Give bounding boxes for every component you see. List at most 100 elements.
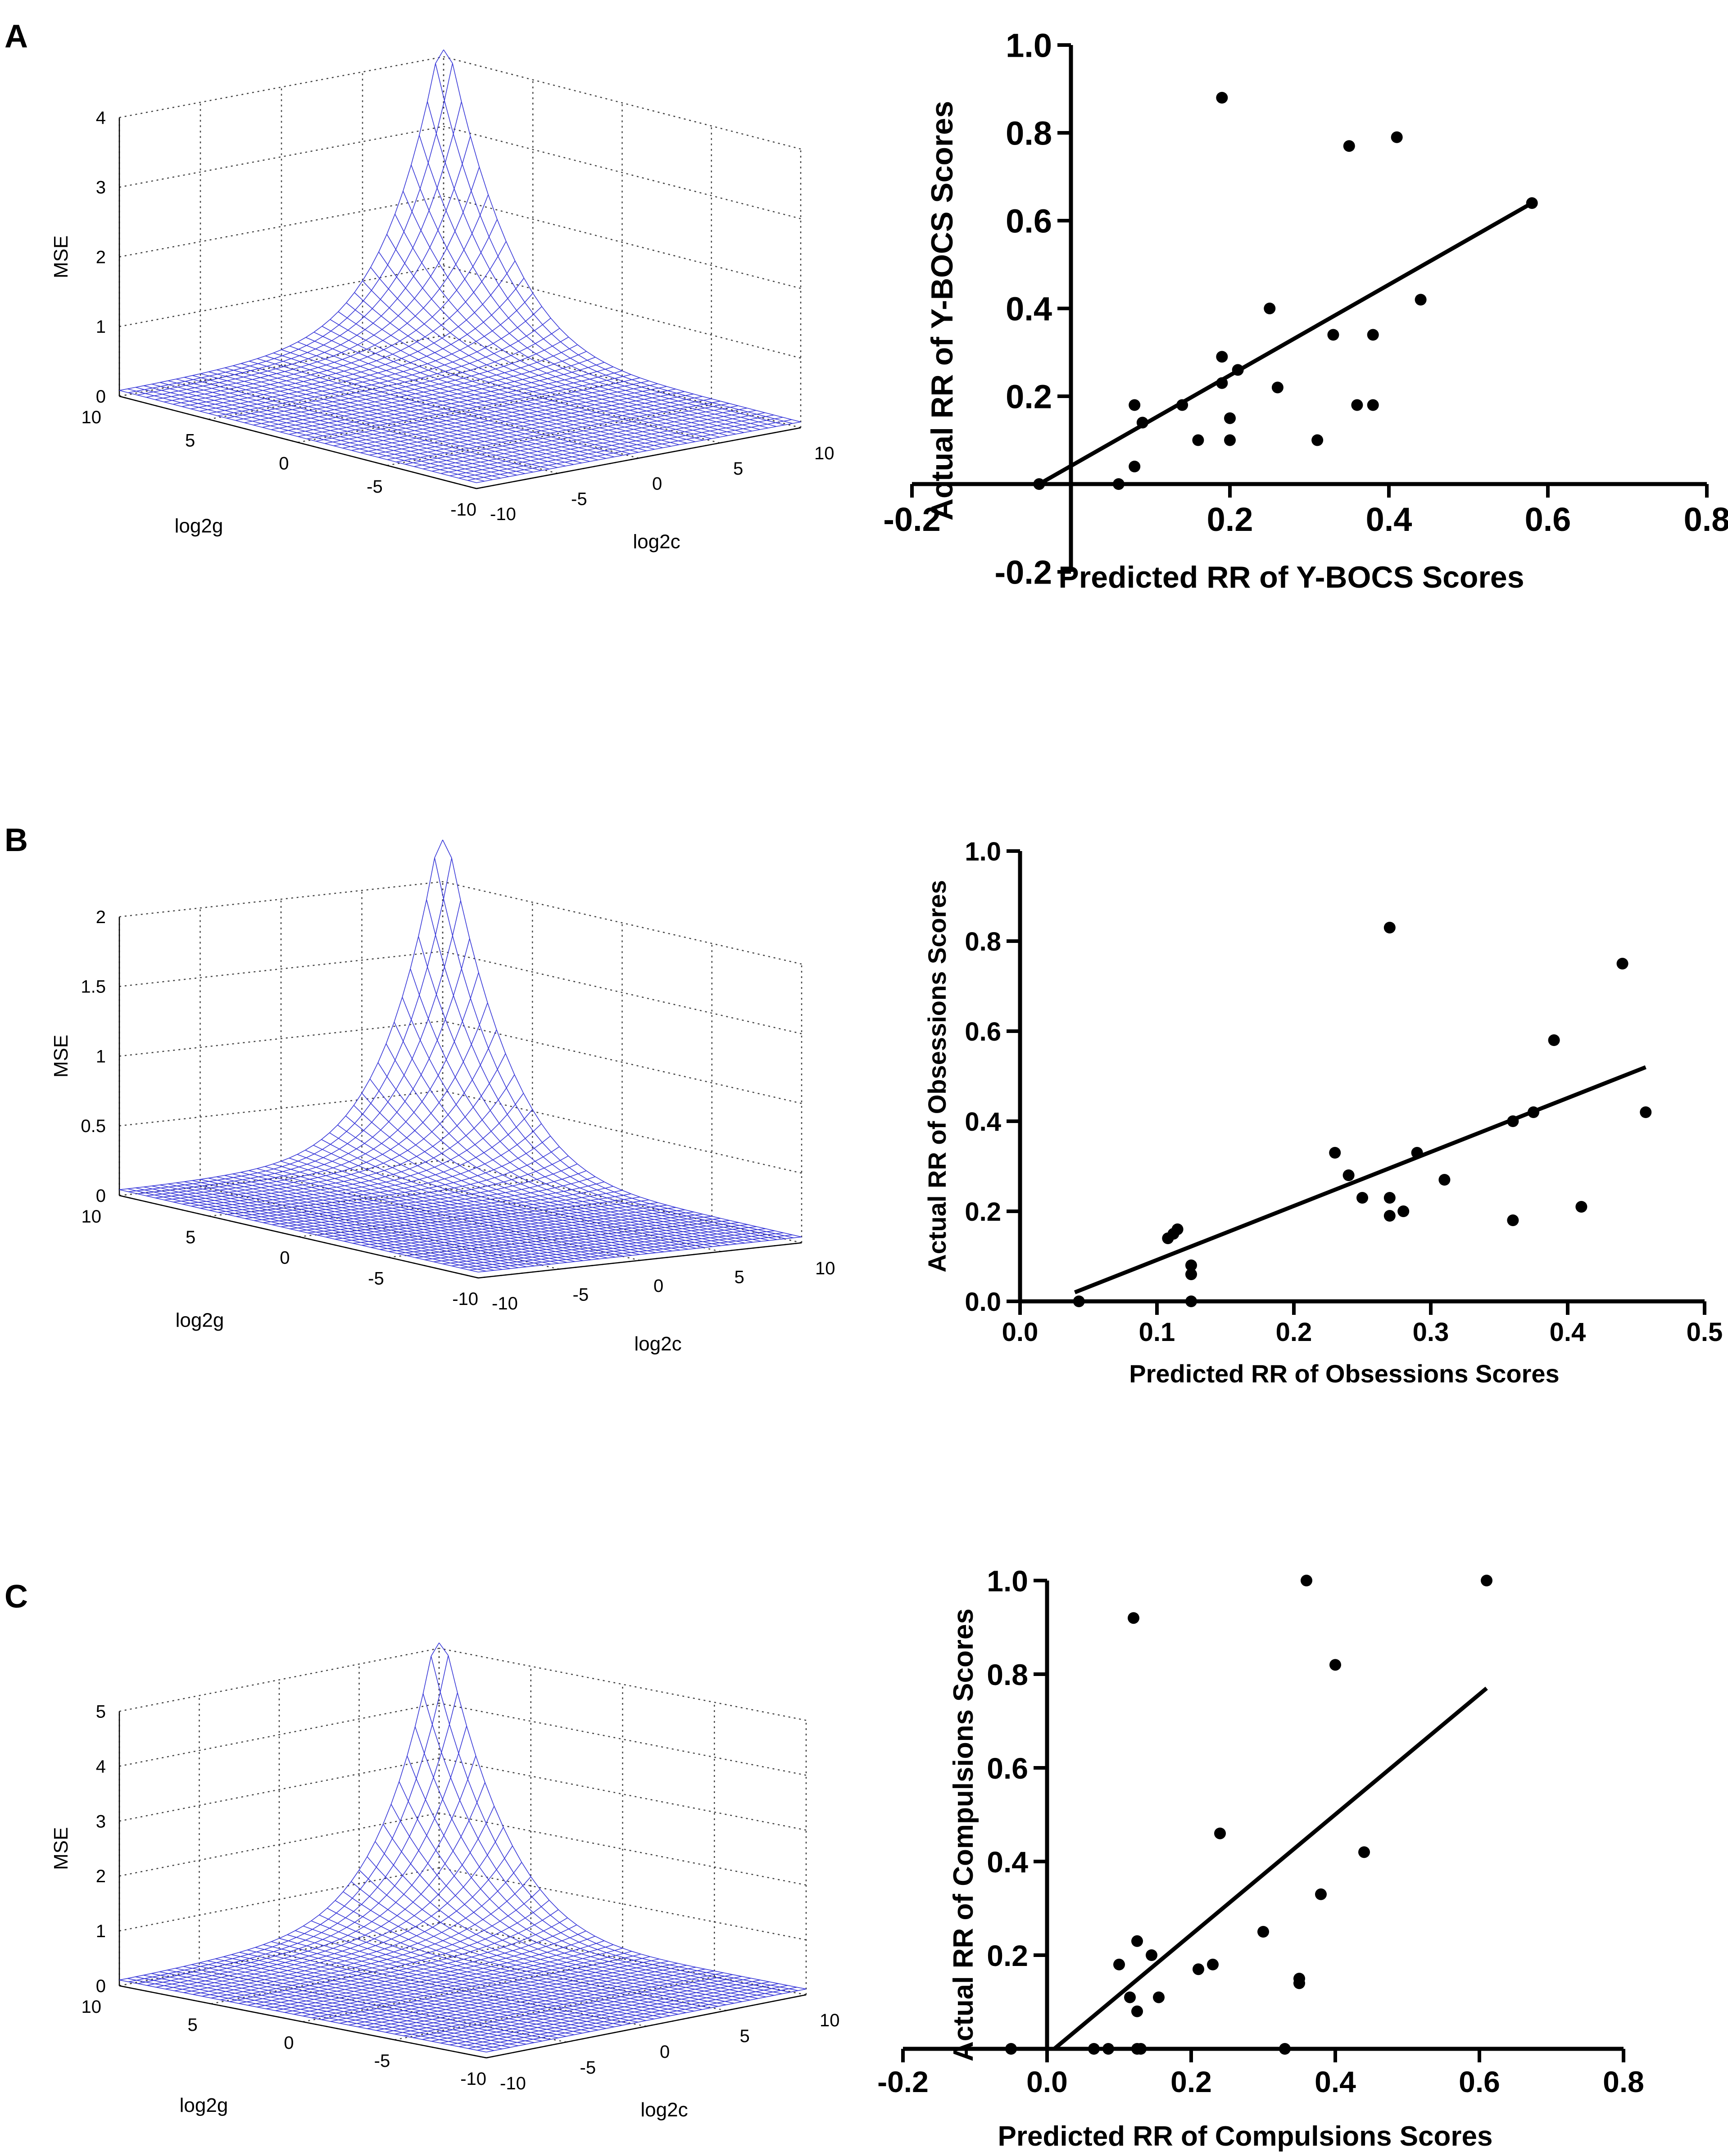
mesh-line bbox=[480, 195, 489, 216]
mesh-line bbox=[757, 416, 766, 419]
mesh-line bbox=[249, 405, 259, 409]
mesh-line bbox=[618, 434, 627, 437]
mesh-line bbox=[372, 1225, 382, 1228]
mesh-line bbox=[582, 383, 591, 386]
mesh-line bbox=[460, 444, 468, 447]
mesh-line bbox=[503, 412, 512, 414]
mesh-line bbox=[330, 311, 339, 320]
mesh-line bbox=[559, 433, 567, 436]
mesh-line bbox=[297, 432, 306, 435]
mesh-line bbox=[290, 395, 298, 399]
mesh-line bbox=[661, 399, 671, 403]
mesh-line bbox=[422, 1250, 431, 1254]
mesh-line bbox=[416, 1232, 425, 1234]
mesh-line bbox=[160, 384, 169, 387]
mesh-line bbox=[662, 1214, 670, 1216]
mesh-line bbox=[337, 423, 346, 426]
mesh-line bbox=[401, 1210, 411, 1213]
mesh-line bbox=[412, 418, 422, 422]
mesh-line bbox=[430, 462, 439, 464]
mesh-line bbox=[535, 343, 545, 351]
mesh-line bbox=[753, 1241, 762, 1243]
mesh-line bbox=[331, 432, 340, 435]
mesh-line bbox=[529, 451, 538, 453]
mesh-line bbox=[537, 369, 547, 374]
mesh-line bbox=[760, 427, 769, 430]
mesh-line bbox=[590, 459, 599, 462]
mesh-line bbox=[684, 1233, 692, 1235]
mesh-line bbox=[483, 1232, 492, 1235]
mesh-line bbox=[580, 1220, 588, 1222]
mesh-line bbox=[239, 397, 248, 400]
mesh-line bbox=[476, 1235, 485, 1239]
mesh-line bbox=[532, 426, 541, 429]
mesh-line bbox=[526, 1239, 536, 1242]
mesh-line bbox=[462, 453, 471, 457]
mesh-line bbox=[586, 404, 595, 407]
mesh-line bbox=[582, 1256, 591, 1258]
mesh-line bbox=[256, 1168, 266, 1172]
mesh-line bbox=[652, 1209, 660, 1211]
mesh-line bbox=[441, 1232, 450, 1234]
mesh-line bbox=[430, 276, 440, 289]
mesh-line bbox=[417, 336, 426, 342]
mesh-line bbox=[193, 379, 202, 382]
mesh-line bbox=[595, 1244, 604, 1247]
mesh-line bbox=[237, 389, 246, 392]
mesh-line bbox=[335, 412, 344, 414]
mesh-line bbox=[435, 50, 444, 64]
mesh-line bbox=[452, 1241, 462, 1244]
mesh-line bbox=[425, 331, 434, 337]
mesh-line bbox=[496, 457, 505, 460]
mesh-line bbox=[765, 412, 774, 416]
mesh-line bbox=[693, 1235, 701, 1237]
mesh-line bbox=[390, 322, 399, 330]
mesh-line bbox=[449, 435, 459, 439]
mesh-line bbox=[270, 384, 279, 388]
mesh-line bbox=[225, 370, 234, 373]
mesh-line bbox=[332, 399, 341, 403]
mesh-line bbox=[357, 396, 366, 400]
mesh-line bbox=[244, 381, 254, 385]
mesh-line bbox=[490, 385, 499, 388]
mesh-line bbox=[356, 1227, 366, 1230]
mesh-line bbox=[460, 1239, 469, 1241]
mesh-line bbox=[555, 420, 565, 423]
mesh-line bbox=[532, 1256, 541, 1260]
mesh-line bbox=[476, 1235, 484, 1237]
mesh-line bbox=[643, 1206, 651, 1209]
c-tick-label: 5 bbox=[735, 1268, 744, 1287]
mesh-line bbox=[376, 409, 386, 412]
mesh-line bbox=[509, 399, 518, 401]
mesh-line bbox=[490, 432, 500, 435]
mesh-line bbox=[529, 365, 538, 370]
mesh-line bbox=[615, 420, 624, 424]
mesh-line bbox=[678, 439, 687, 441]
mesh-line bbox=[272, 392, 281, 396]
mesh-line bbox=[328, 1218, 338, 1221]
mesh-line bbox=[177, 385, 186, 388]
mesh-line bbox=[548, 465, 558, 468]
mesh-line bbox=[347, 430, 357, 434]
mesh-line bbox=[418, 1211, 427, 1214]
mesh-line bbox=[557, 386, 567, 390]
mesh-line bbox=[527, 443, 536, 446]
mesh-line bbox=[473, 384, 481, 387]
mesh-line bbox=[611, 1214, 620, 1215]
mesh-line bbox=[626, 1233, 634, 1236]
mesh-line bbox=[686, 399, 695, 403]
mesh-line bbox=[349, 437, 358, 439]
mesh-line bbox=[196, 395, 206, 399]
mesh-line bbox=[476, 401, 485, 403]
mesh-line bbox=[325, 405, 334, 408]
mesh-line bbox=[530, 456, 539, 460]
mesh-line bbox=[340, 438, 349, 441]
mesh-line bbox=[680, 411, 689, 413]
mesh-line bbox=[402, 411, 411, 413]
mesh-line bbox=[432, 435, 442, 438]
mesh-line bbox=[564, 1225, 573, 1227]
mesh-line bbox=[594, 444, 604, 448]
mesh-line bbox=[433, 325, 442, 332]
mesh-line bbox=[583, 429, 592, 431]
mesh-line bbox=[624, 1198, 632, 1200]
